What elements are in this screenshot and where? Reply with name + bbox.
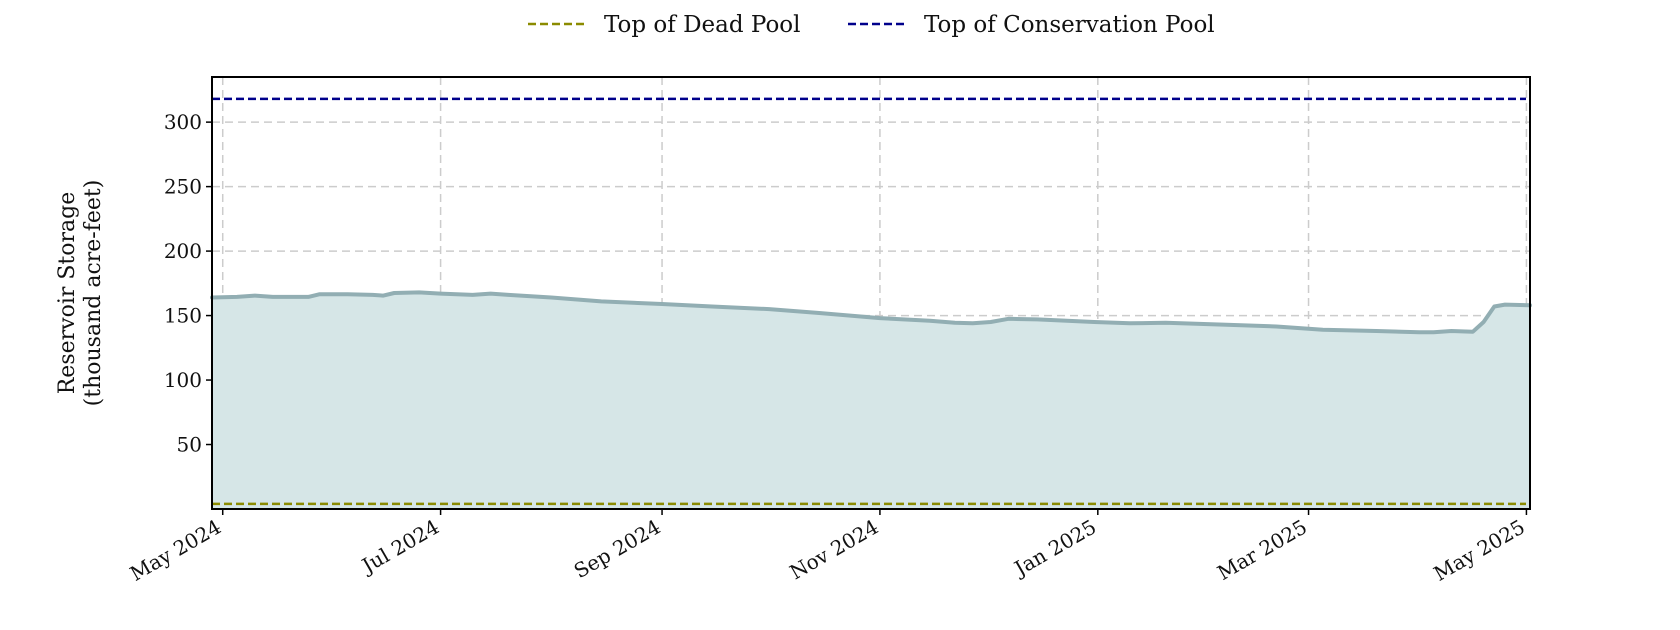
y-tick-label-5: 300 — [164, 110, 202, 134]
y-axis-label-line-0: Reservoir Storage — [55, 192, 80, 395]
legend-item-top-of-conservation-pool: Top of Conservation Pool — [848, 12, 1215, 38]
legend: Top of Dead Pool Top of Conservation Pool — [528, 12, 1215, 38]
x-tick-label-2: Sep 2024 — [570, 515, 665, 584]
storage-line — [210, 290, 1532, 335]
y-tick-label-0: 50 — [177, 433, 202, 457]
x-tick-label-3: Nov 2024 — [785, 515, 882, 585]
reference-lines — [212, 97, 1526, 506]
y-tick-label-3: 200 — [164, 239, 202, 263]
x-tick-label-6: May 2025 — [1429, 515, 1528, 586]
storage-area-layer — [210, 290, 1532, 509]
y-tick-label-1: 100 — [164, 368, 202, 392]
legend-item-top-of-dead-pool: Top of Dead Pool — [528, 12, 801, 38]
y-tick-label-2: 150 — [164, 304, 202, 328]
x-axis-ticks: May 2024 Jul 2024 Sep 2024 Nov 2024 Jan 2025… — [126, 509, 1529, 586]
y-tick-label-4: 250 — [164, 175, 202, 199]
x-tick-label-4: Jan 2025 — [1009, 515, 1101, 582]
y-axis-ticks: 50 100 150 200 250 300 — [164, 110, 212, 457]
legend-label: Top of Conservation Pool — [924, 12, 1215, 38]
y-axis-label-line-1: (thousand acre-feet) — [81, 180, 106, 407]
storage-area-fill — [212, 292, 1530, 509]
y-axis-label: Reservoir Storage (thousand acre-feet) — [55, 180, 106, 407]
legend-label: Top of Dead Pool — [604, 12, 801, 38]
plot-frame — [211, 76, 1531, 510]
x-tick-label-5: Mar 2025 — [1213, 515, 1311, 585]
x-tick-label-1: Jul 2024 — [356, 515, 443, 579]
x-tick-label-0: May 2024 — [126, 515, 225, 586]
